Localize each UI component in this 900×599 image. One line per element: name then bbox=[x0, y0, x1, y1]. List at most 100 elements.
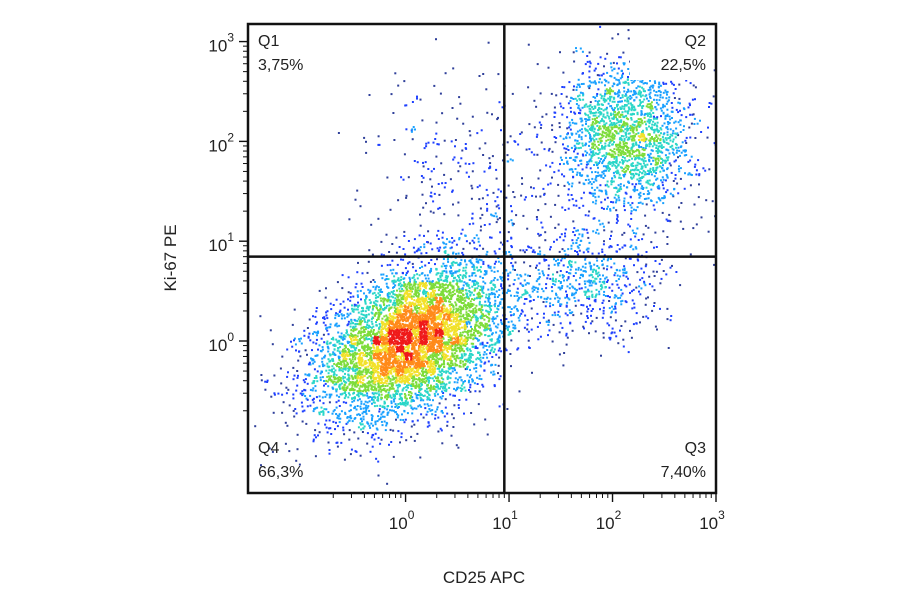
data-point bbox=[362, 331, 365, 334]
data-point bbox=[391, 280, 394, 283]
data-point bbox=[416, 419, 419, 422]
data-point bbox=[460, 390, 463, 392]
data-point bbox=[458, 290, 461, 293]
data-point bbox=[469, 355, 472, 358]
data-point bbox=[437, 281, 440, 284]
data-point bbox=[430, 347, 433, 350]
data-point bbox=[349, 325, 352, 328]
data-point bbox=[343, 306, 346, 309]
data-point bbox=[294, 408, 297, 410]
data-point bbox=[408, 276, 411, 279]
data-point bbox=[370, 346, 373, 349]
data-point bbox=[375, 285, 378, 288]
data-point bbox=[399, 418, 402, 421]
data-point bbox=[442, 290, 445, 293]
data-point bbox=[458, 301, 461, 303]
data-point bbox=[447, 260, 450, 263]
data-point bbox=[339, 346, 342, 349]
data-point bbox=[356, 335, 359, 338]
data-point bbox=[316, 370, 319, 373]
data-point bbox=[386, 384, 389, 387]
data-point bbox=[430, 298, 433, 301]
data-point bbox=[412, 355, 415, 358]
data-point bbox=[487, 327, 490, 330]
data-point bbox=[382, 336, 385, 339]
data-point bbox=[471, 303, 474, 305]
data-point bbox=[336, 416, 339, 419]
data-point bbox=[399, 300, 402, 303]
data-point bbox=[380, 320, 383, 323]
data-point bbox=[400, 436, 403, 439]
data-point bbox=[353, 431, 356, 434]
data-point bbox=[348, 336, 351, 339]
data-point bbox=[499, 275, 502, 278]
data-point bbox=[498, 347, 501, 350]
data-point bbox=[351, 400, 354, 403]
data-point bbox=[312, 381, 315, 384]
data-point bbox=[451, 413, 454, 416]
data-point bbox=[428, 336, 430, 338]
data-point bbox=[434, 289, 436, 292]
data-point bbox=[349, 453, 352, 456]
data-point bbox=[373, 334, 376, 337]
data-point bbox=[391, 350, 394, 352]
data-point bbox=[387, 335, 390, 338]
data-point bbox=[355, 347, 358, 349]
data-point bbox=[458, 268, 461, 271]
data-point bbox=[292, 397, 295, 400]
data-point bbox=[454, 330, 457, 333]
data-point bbox=[443, 387, 446, 390]
data-point bbox=[460, 318, 463, 321]
data-point bbox=[427, 230, 430, 233]
data-point bbox=[384, 396, 387, 399]
data-point bbox=[550, 286, 553, 289]
data-point bbox=[352, 354, 355, 357]
data-point bbox=[429, 332, 432, 335]
data-point bbox=[427, 365, 429, 368]
data-point bbox=[376, 351, 379, 354]
data-point bbox=[428, 366, 431, 369]
data-point bbox=[455, 310, 458, 313]
data-point bbox=[416, 370, 419, 373]
data-point bbox=[395, 327, 398, 330]
data-point bbox=[450, 434, 453, 437]
data-point bbox=[344, 395, 347, 398]
data-point bbox=[424, 356, 427, 359]
data-point bbox=[414, 283, 417, 286]
data-point bbox=[359, 323, 362, 326]
data-point bbox=[389, 338, 392, 341]
data-point bbox=[464, 324, 467, 327]
data-point bbox=[380, 350, 382, 353]
data-point bbox=[473, 272, 476, 274]
data-point bbox=[379, 331, 382, 334]
data-point bbox=[449, 288, 452, 291]
data-point bbox=[377, 415, 380, 418]
data-point bbox=[415, 292, 418, 295]
data-point bbox=[356, 384, 359, 387]
data-point bbox=[326, 345, 329, 348]
data-point bbox=[516, 348, 519, 351]
data-point bbox=[383, 374, 386, 377]
data-point bbox=[429, 377, 432, 380]
data-point bbox=[379, 290, 382, 293]
data-point bbox=[454, 314, 457, 316]
data-point bbox=[324, 382, 327, 385]
data-point bbox=[384, 366, 387, 369]
data-point bbox=[343, 397, 346, 400]
data-point bbox=[464, 275, 467, 277]
data-point bbox=[427, 369, 430, 371]
data-point bbox=[370, 398, 373, 401]
data-point bbox=[388, 307, 391, 310]
data-point bbox=[431, 358, 434, 360]
data-point bbox=[485, 293, 488, 296]
data-point bbox=[352, 387, 355, 390]
data-point bbox=[498, 356, 501, 359]
data-point bbox=[408, 282, 411, 285]
data-point bbox=[329, 326, 332, 329]
data-point bbox=[418, 385, 420, 388]
data-point bbox=[350, 337, 352, 340]
data-point bbox=[469, 386, 472, 389]
data-point bbox=[359, 354, 362, 357]
data-point bbox=[430, 320, 433, 323]
data-point bbox=[474, 337, 477, 340]
